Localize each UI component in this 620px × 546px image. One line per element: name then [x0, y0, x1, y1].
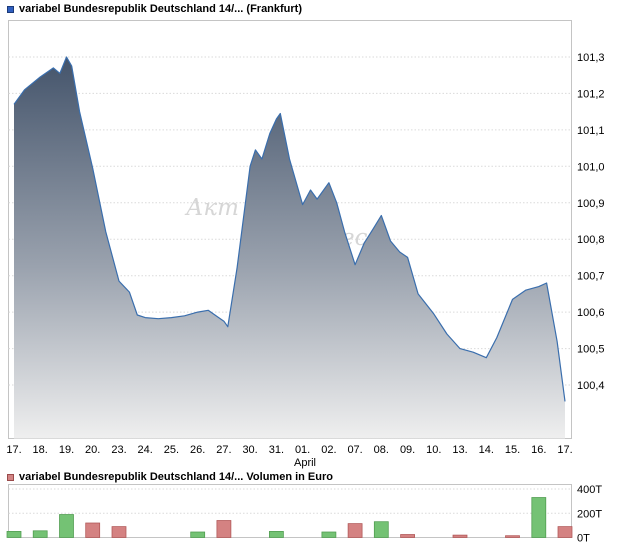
volume-bar — [216, 520, 232, 538]
price-series-marker-icon — [7, 5, 14, 13]
svg-text:101,0: 101,0 — [577, 161, 605, 173]
volume-bar — [111, 526, 127, 538]
watermark-text: Акт — [184, 195, 239, 221]
volume-bar — [269, 531, 284, 538]
price-chart-header: variabel Bundesrepublik Deutschland 14/.… — [7, 3, 302, 15]
svg-text:15.: 15. — [505, 444, 520, 456]
svg-text:01.: 01. — [295, 444, 310, 456]
volume-bar — [400, 534, 415, 538]
y-axis-labels: 101,3 101,2 101,1 101,0 100,9 100,8 100,7 100,6… — [577, 52, 605, 392]
volume-bar — [32, 530, 48, 538]
volume-bar — [557, 526, 573, 538]
svg-text:200T: 200T — [577, 508, 602, 520]
svg-text:09.: 09. — [400, 444, 415, 456]
svg-text:100,4: 100,4 — [577, 380, 605, 392]
svg-text:17.: 17. — [557, 444, 572, 456]
svg-text:08.: 08. — [374, 444, 389, 456]
svg-text:101,3: 101,3 — [577, 52, 605, 64]
volume-bar — [531, 497, 547, 538]
volume-chart-title: variabel Bundesrepublik Deutschland 14/.… — [19, 471, 333, 483]
svg-text:101,2: 101,2 — [577, 88, 605, 100]
svg-text:24.: 24. — [138, 444, 153, 456]
volume-series-marker-icon — [7, 473, 14, 481]
svg-text:23.: 23. — [111, 444, 126, 456]
volume-axis-labels: 400T 200T 0T — [577, 484, 602, 545]
svg-text:19.: 19. — [59, 444, 74, 456]
volume-bar — [59, 514, 74, 538]
price-area-fill — [14, 57, 565, 439]
svg-text:100,6: 100,6 — [577, 307, 605, 319]
price-chart-title: variabel Bundesrepublik Deutschland 14/.… — [19, 3, 303, 15]
svg-text:16.: 16. — [531, 444, 546, 456]
svg-text:07.: 07. — [347, 444, 362, 456]
volume-chart-header: variabel Bundesrepublik Deutschland 14/.… — [7, 471, 333, 483]
svg-text:10.: 10. — [426, 444, 441, 456]
volume-bar — [190, 531, 206, 538]
svg-text:25.: 25. — [164, 444, 179, 456]
svg-text:20.: 20. — [85, 444, 100, 456]
svg-text:100,5: 100,5 — [577, 344, 605, 356]
svg-text:26.: 26. — [190, 444, 205, 456]
svg-text:02.: 02. — [321, 444, 336, 456]
volume-chart: 400T 200T 0T — [6, 484, 602, 545]
svg-text:13.: 13. — [452, 444, 467, 456]
svg-text:101,1: 101,1 — [577, 125, 605, 137]
volume-plot-area — [8, 484, 572, 538]
volume-bar — [347, 523, 363, 538]
svg-text:27.: 27. — [216, 444, 231, 456]
svg-text:400T: 400T — [577, 484, 602, 496]
volume-bar — [505, 535, 520, 538]
price-chart: Актес101,3101,2101,1101,0100,9100,8100,7… — [6, 20, 605, 469]
svg-text:100,7: 100,7 — [577, 271, 605, 283]
volume-bar — [85, 522, 101, 538]
x-axis-labels: 17. 18. 19. 20. 23. 24. 25. 26. 27. 30. 31. 01. 02. 0… — [6, 444, 572, 456]
volume-bar — [321, 531, 337, 538]
volume-bar — [6, 531, 22, 538]
svg-text:100,8: 100,8 — [577, 234, 605, 246]
svg-text:17.: 17. — [6, 444, 21, 456]
volume-bar — [373, 521, 389, 538]
svg-text:14.: 14. — [479, 444, 494, 456]
month-label: April — [294, 457, 316, 469]
svg-text:100,9: 100,9 — [577, 198, 605, 210]
volume-bar — [452, 534, 468, 538]
price-line — [13, 56, 566, 402]
svg-text:0T: 0T — [577, 533, 590, 545]
svg-text:30.: 30. — [242, 444, 257, 456]
svg-text:18.: 18. — [33, 444, 48, 456]
svg-text:31.: 31. — [269, 444, 284, 456]
